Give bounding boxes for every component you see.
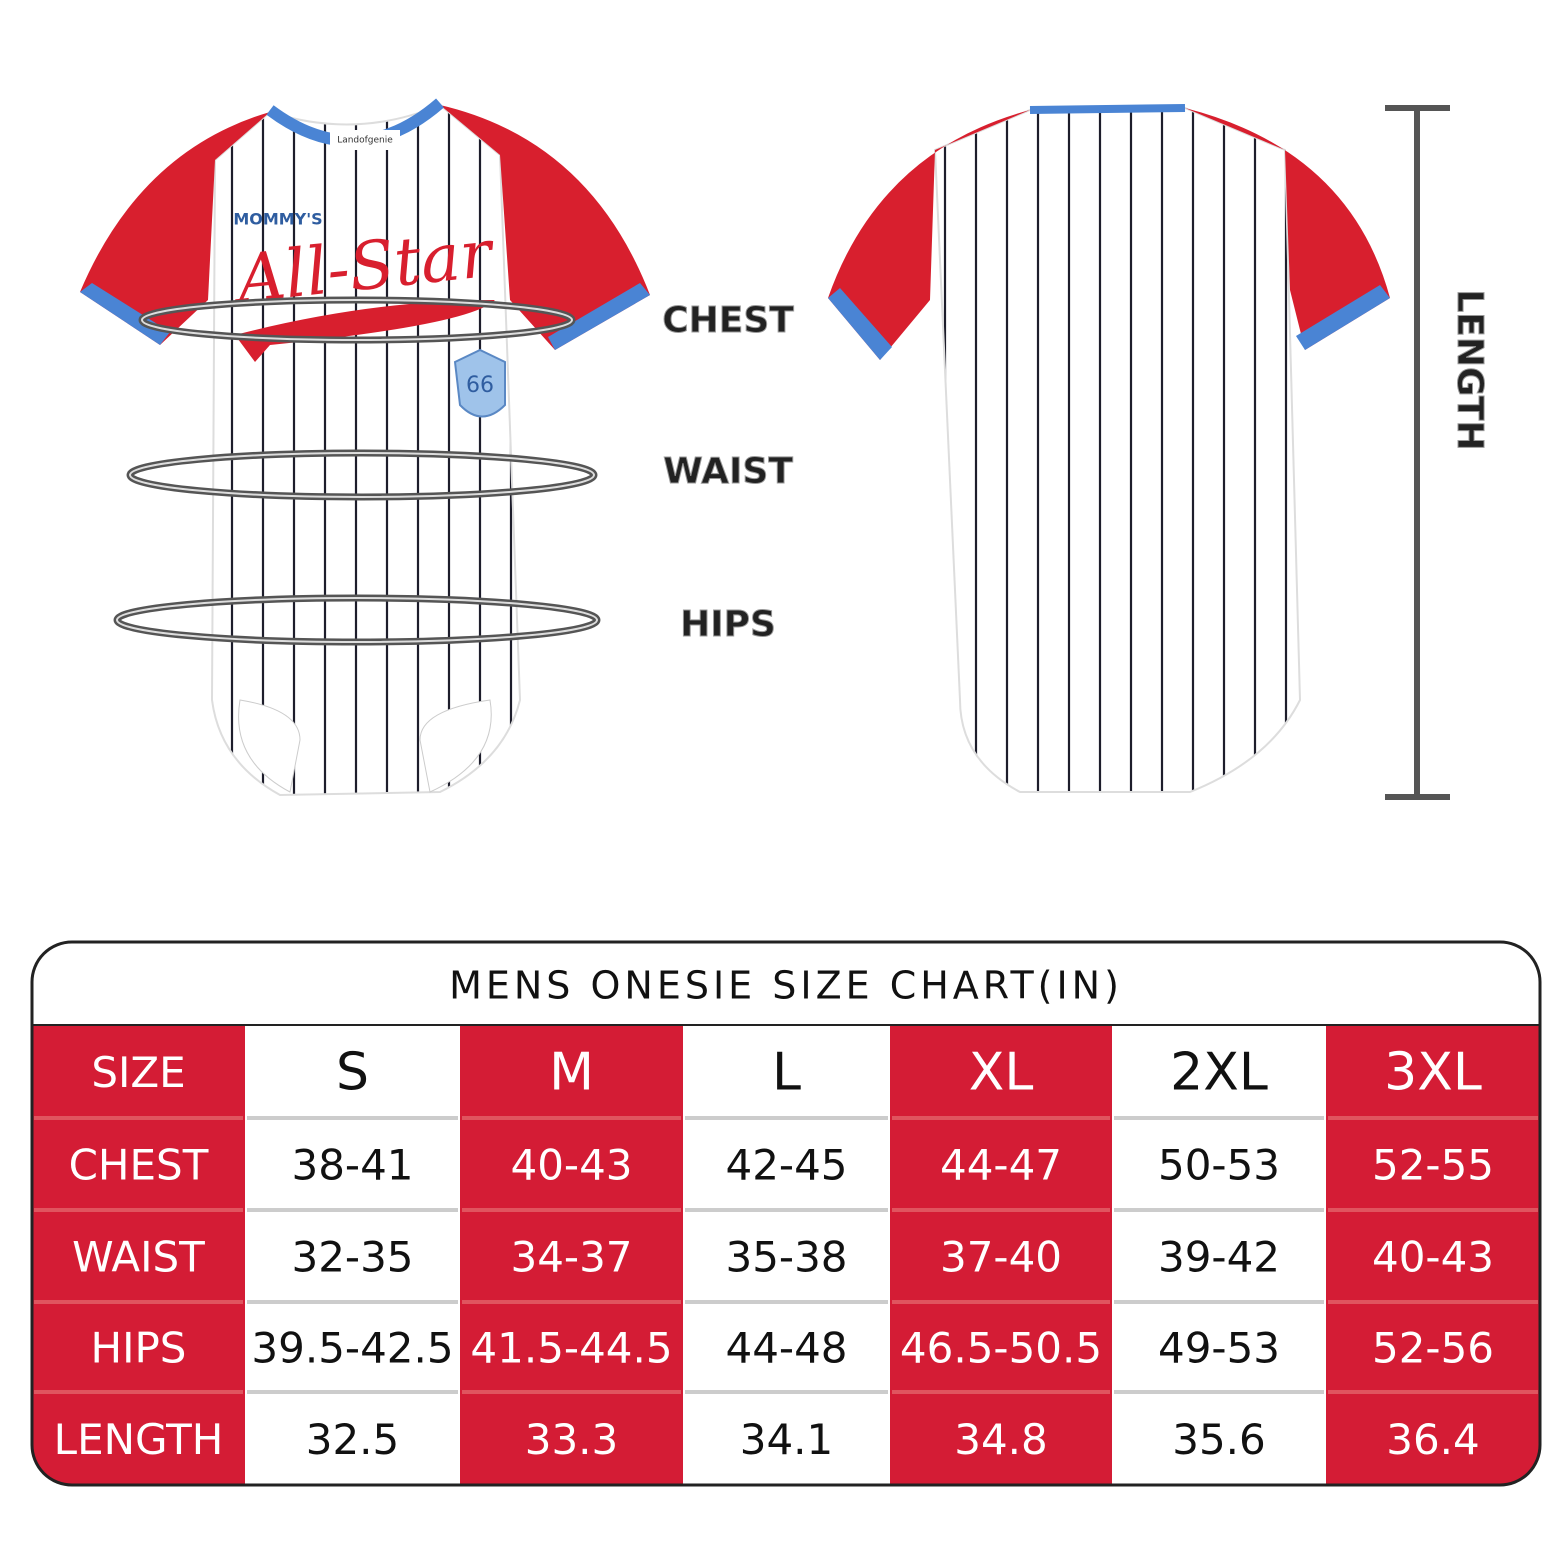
table-cell: 38-41: [291, 1141, 413, 1190]
table-cell: 44-47: [940, 1141, 1062, 1190]
column-bg: [890, 1025, 1112, 1485]
table-cell: 52-55: [1372, 1141, 1494, 1190]
table-cell: 39-42: [1158, 1233, 1280, 1282]
row-label: HIPS: [91, 1324, 187, 1373]
table-cell: 32.5: [306, 1415, 400, 1464]
table-title: MENS ONESIE SIZE CHART(IN): [449, 964, 1123, 1008]
row-label: WAIST: [72, 1233, 205, 1282]
table-cell: 52-56: [1372, 1324, 1494, 1373]
table-cell: 46.5-50.5: [900, 1324, 1102, 1373]
length-bar: [1385, 105, 1450, 800]
back-onesie: [828, 104, 1390, 793]
column-bg: [1112, 1025, 1326, 1485]
column-bg: [683, 1025, 890, 1485]
header-cell: M: [549, 1043, 594, 1103]
table-cell: 40-43: [1372, 1233, 1494, 1282]
header-cell: S: [336, 1043, 369, 1103]
table-cell: 32-35: [291, 1233, 413, 1282]
header-cell: SIZE: [91, 1048, 185, 1097]
column-bg: [32, 1025, 245, 1485]
header-cell: 2XL: [1170, 1043, 1268, 1103]
table-cell: 44-48: [725, 1324, 847, 1373]
header-cell: 3XL: [1384, 1043, 1482, 1103]
table-cell: 34-37: [510, 1233, 632, 1282]
table-cell: 37-40: [940, 1233, 1062, 1282]
column-bg: [1326, 1025, 1540, 1485]
table-cell: 40-43: [510, 1141, 632, 1190]
table-cell: 50-53: [1158, 1141, 1280, 1190]
table-cell: 34.1: [740, 1415, 834, 1464]
chest-label: CHEST: [662, 300, 794, 341]
table-cell: 49-53: [1158, 1324, 1280, 1373]
front-onesie: Landofgenie MOMMY'S All-Star 66: [80, 98, 650, 797]
table-cell: 39.5-42.5: [251, 1324, 453, 1373]
row-label: LENGTH: [54, 1415, 224, 1464]
row-label: CHEST: [69, 1141, 209, 1190]
patch-number: 66: [466, 373, 494, 398]
hips-label: HIPS: [680, 604, 776, 645]
waist-label: WAIST: [663, 451, 793, 492]
table-border: [30, 940, 1542, 1487]
length-label: LENGTH: [1449, 289, 1490, 450]
table-cell: 35.6: [1172, 1415, 1266, 1464]
table-cell: 36.4: [1386, 1415, 1480, 1464]
script-small: MOMMY'S: [233, 210, 322, 229]
header-cell: XL: [969, 1043, 1034, 1103]
table-cell: 35-38: [725, 1233, 847, 1282]
table-cell: 42-45: [725, 1141, 847, 1190]
table-cell: 41.5-44.5: [470, 1324, 672, 1373]
header-cell: L: [772, 1043, 801, 1103]
table-cell: 33.3: [525, 1415, 619, 1464]
table-cell: 34.8: [954, 1415, 1048, 1464]
table-cells: SIZE S M L XL 2XL 3XL CHEST 38-41 40-43 42-45 44-47…: [32, 1025, 1540, 1485]
column-bg: [245, 1025, 460, 1485]
brand-label: Landofgenie: [337, 136, 393, 146]
column-bg: [460, 1025, 683, 1485]
measure-rings: [113, 296, 601, 646]
